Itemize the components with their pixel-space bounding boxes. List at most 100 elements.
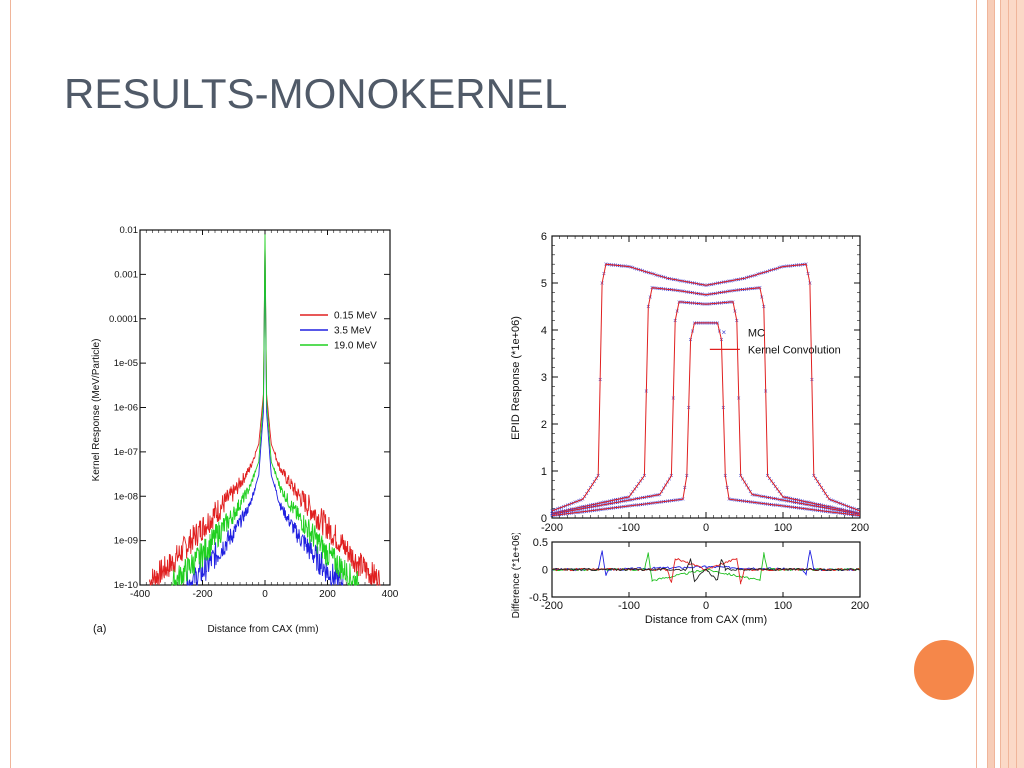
- mc-marker: ×: [585, 509, 589, 516]
- y-axis-label: EPID Response (*1e+06): [510, 316, 522, 440]
- mc-marker: ×: [621, 504, 625, 511]
- mc-marker: ×: [714, 301, 718, 308]
- mc-marker: ×: [818, 482, 822, 489]
- mc-marker: ×: [612, 505, 616, 512]
- mc-marker: ×: [592, 504, 596, 511]
- mc-marker: ×: [639, 496, 643, 503]
- mc-marker: ×: [825, 506, 829, 513]
- mc-marker: ×: [583, 506, 587, 513]
- mc-marker: ×: [839, 501, 843, 508]
- mc-marker: ×: [665, 287, 669, 294]
- mc-marker: ×: [612, 498, 616, 505]
- mc-marker: ×: [767, 495, 771, 502]
- mc-marker: ×: [690, 280, 694, 287]
- mc-marker: ×: [852, 506, 856, 513]
- mc-marker: ×: [623, 495, 627, 502]
- mc-marker: ×: [606, 262, 610, 269]
- mc-marker: ×: [604, 499, 608, 506]
- mc-marker: ×: [569, 501, 573, 508]
- mc-marker: ×: [692, 281, 696, 288]
- mc-marker: ×: [573, 506, 577, 513]
- mc-marker: ×: [854, 507, 858, 514]
- mc-marker: ×: [748, 274, 752, 281]
- mc-marker: ×: [787, 499, 791, 506]
- mc-marker: ×: [644, 494, 648, 501]
- mc-marker: ×: [694, 320, 698, 327]
- mc-marker: ×: [825, 504, 829, 511]
- mc-marker: ×: [556, 511, 560, 518]
- mc-marker: ×: [771, 502, 775, 509]
- mc-marker: ×: [762, 270, 766, 277]
- mc-marker: ×: [625, 264, 629, 271]
- mc-marker: ×: [831, 507, 835, 514]
- y-tick-label: 1e-10: [114, 580, 138, 591]
- mc-marker: ×: [816, 504, 820, 511]
- mc-marker: ×: [737, 287, 741, 294]
- mc-marker: ×: [744, 483, 748, 490]
- mc-marker: ×: [658, 492, 662, 499]
- mc-marker: ×: [625, 495, 629, 502]
- mc-marker: ×: [758, 271, 762, 278]
- mc-marker: ×: [766, 473, 770, 480]
- mc-marker: ×: [594, 508, 598, 515]
- mc-marker: ×: [704, 283, 708, 290]
- mc-marker: ×: [733, 278, 737, 285]
- mc-marker: ×: [856, 513, 860, 520]
- mc-marker: ×: [615, 500, 619, 507]
- mc-marker: ×: [843, 509, 847, 516]
- mc-marker: ×: [702, 292, 706, 299]
- mc-marker: ×: [806, 502, 810, 509]
- mc-marker: ×: [829, 497, 833, 504]
- mc-marker: ×: [562, 512, 566, 519]
- mc-marker: ×: [737, 498, 741, 505]
- mc-marker: ×: [821, 509, 825, 516]
- mc-marker: ×: [658, 500, 662, 507]
- mc-marker: ×: [554, 507, 558, 514]
- kernel-convolution-line: [551, 263, 861, 512]
- mc-marker: ×: [800, 498, 804, 505]
- mc-marker: ×: [819, 485, 823, 492]
- mc-marker: ×: [831, 505, 835, 512]
- mc-marker: ×: [617, 505, 621, 512]
- mc-marker: ×: [764, 269, 768, 276]
- mc-marker: ×: [783, 498, 787, 505]
- mc-marker: ×: [604, 502, 608, 509]
- mc-marker: ×: [760, 501, 764, 508]
- mc-marker: ×: [814, 501, 818, 508]
- mc-marker: ×: [791, 496, 795, 503]
- mc-marker: ×: [696, 301, 700, 308]
- mc-marker: ×: [794, 505, 798, 512]
- mc-marker: ×: [579, 506, 583, 513]
- mc-marker: ×: [660, 286, 664, 293]
- mc-marker: ×: [775, 497, 779, 504]
- y-tick-label: 0: [541, 513, 547, 525]
- x-tick-label: -100: [618, 600, 640, 612]
- mc-marker: ×: [583, 494, 587, 501]
- legend-swatch: ×: [722, 328, 727, 337]
- mc-marker: ×: [710, 282, 714, 289]
- mc-marker: ×: [727, 279, 731, 286]
- y-tick-label: 1e-08: [114, 491, 138, 502]
- mc-marker: ×: [781, 264, 785, 271]
- mc-marker: ×: [767, 268, 771, 275]
- x-tick-label: 200: [851, 522, 869, 533]
- x-axis-label: Distance from CAX (mm): [207, 624, 318, 635]
- mc-marker: ×: [725, 279, 729, 286]
- mc-marker: ×: [619, 263, 623, 270]
- mc-marker: ×: [700, 292, 704, 299]
- mc-marker: ×: [673, 498, 677, 505]
- mc-marker: ×: [635, 496, 639, 503]
- mc-marker: ×: [796, 500, 800, 507]
- mc-marker: ×: [741, 287, 745, 294]
- mc-marker: ×: [573, 500, 577, 507]
- mc-marker: ×: [708, 301, 712, 308]
- series-line: [148, 243, 381, 586]
- mc-marker: ×: [818, 508, 822, 515]
- mc-marker: ×: [654, 272, 658, 279]
- mc-marker: ×: [696, 291, 700, 298]
- mc-marker: ×: [610, 262, 614, 269]
- mc-marker: ×: [779, 492, 783, 499]
- mc-marker: ×: [689, 280, 693, 287]
- mc-marker: ×: [658, 273, 662, 280]
- mc-marker: ×: [852, 512, 856, 519]
